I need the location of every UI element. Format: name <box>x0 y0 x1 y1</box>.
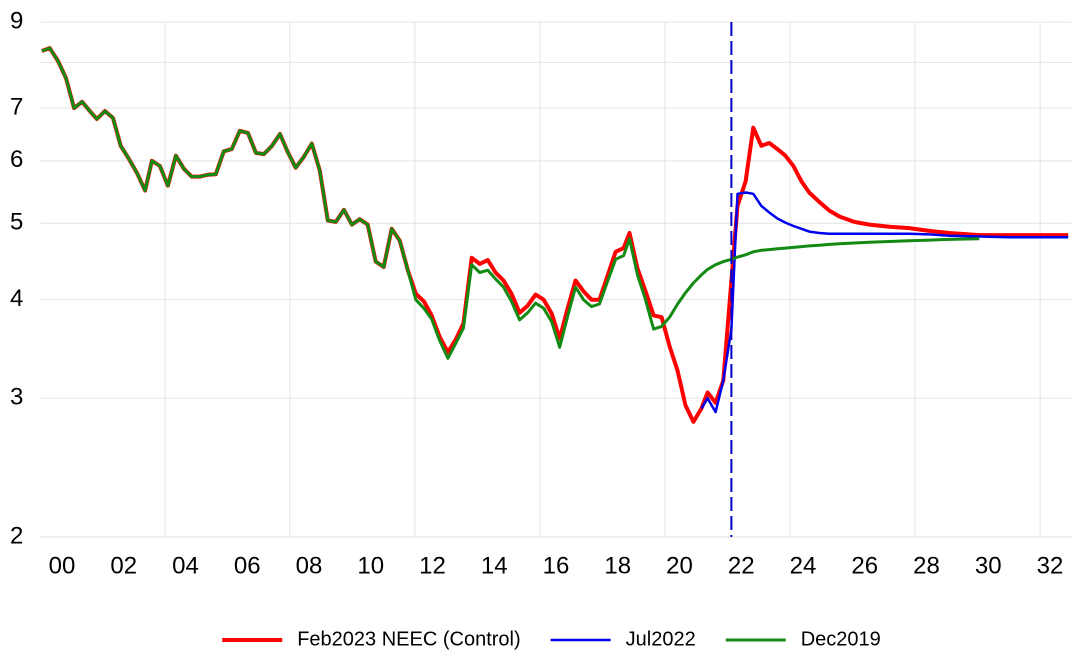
legend-label: Jul2022 <box>626 628 696 650</box>
y-tick-label: 2 <box>10 522 23 549</box>
x-tick-label: 20 <box>666 552 693 579</box>
y-tick-label: 6 <box>10 146 23 173</box>
x-tick-label: 04 <box>172 552 199 579</box>
x-tick-label: 16 <box>543 552 570 579</box>
x-tick-label: 14 <box>481 552 508 579</box>
y-tick-label: 5 <box>10 209 23 236</box>
series-line <box>41 46 980 360</box>
x-tick-label: 12 <box>419 552 446 579</box>
y-tick-label: 4 <box>10 285 23 312</box>
x-tick-label: 00 <box>49 552 76 579</box>
x-tick-label: 06 <box>234 552 261 579</box>
y-tick-label: 9 <box>10 7 23 34</box>
y-tick-label: 3 <box>10 384 23 411</box>
x-tick-label: 22 <box>728 552 755 579</box>
legend: Feb2023 NEEC (Control) Jul2022 Dec2019 <box>222 628 881 650</box>
x-tick-label: 18 <box>604 552 631 579</box>
x-tick-label: 08 <box>296 552 323 579</box>
x-tick-label: 26 <box>851 552 878 579</box>
legend-label: Dec2019 <box>801 628 881 650</box>
x-tick-label: 32 <box>1037 552 1064 579</box>
x-tick-label: 24 <box>790 552 817 579</box>
y-tick-label: 7 <box>10 93 23 120</box>
series-line <box>700 191 1069 414</box>
x-tick-label: 28 <box>913 552 940 579</box>
x-tick-label: 10 <box>357 552 384 579</box>
x-tick-label: 30 <box>975 552 1002 579</box>
legend-label: Feb2023 NEEC (Control) <box>297 628 520 650</box>
x-tick-label: 02 <box>110 552 137 579</box>
